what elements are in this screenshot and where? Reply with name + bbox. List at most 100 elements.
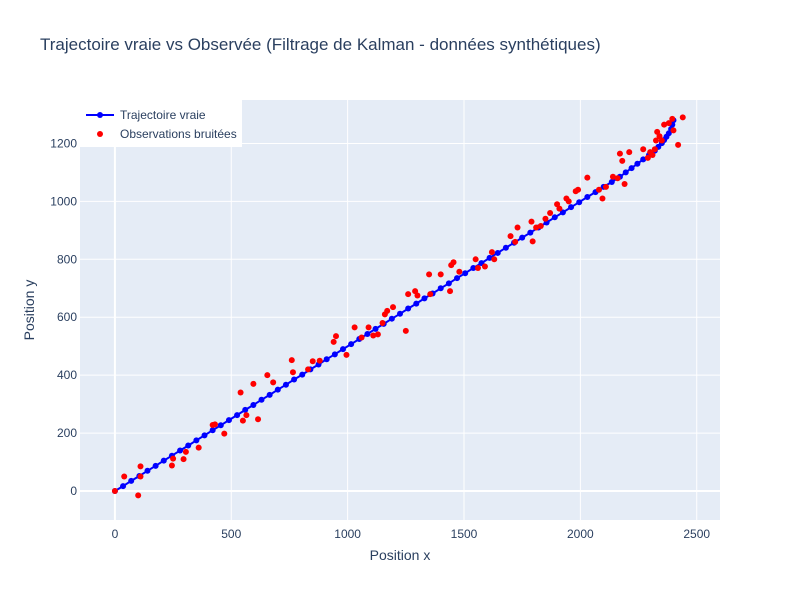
true-trajectory-point[interactable] (527, 229, 534, 236)
observation-point[interactable] (289, 369, 296, 376)
observation-point[interactable] (111, 488, 118, 495)
true-trajectory-point[interactable] (454, 275, 461, 282)
observation-point[interactable] (330, 338, 337, 345)
observation-point[interactable] (405, 291, 412, 298)
observation-point[interactable] (481, 263, 488, 270)
observation-point[interactable] (384, 307, 391, 314)
observation-point[interactable] (250, 380, 257, 387)
observation-point[interactable] (309, 358, 316, 365)
true-trajectory-point[interactable] (323, 356, 330, 363)
observation-point[interactable] (488, 249, 495, 256)
observation-point[interactable] (556, 205, 563, 212)
true-trajectory-point[interactable] (291, 376, 298, 383)
observation-point[interactable] (533, 224, 540, 231)
observation-point[interactable] (239, 417, 246, 424)
observation-point[interactable] (288, 357, 295, 364)
true-trajectory-point[interactable] (421, 295, 428, 302)
observation-point[interactable] (599, 195, 606, 202)
true-trajectory-point[interactable] (274, 386, 281, 393)
observation-point[interactable] (195, 444, 202, 451)
true-trajectory-point[interactable] (640, 156, 647, 163)
true-trajectory-point[interactable] (193, 437, 200, 444)
true-trajectory-point[interactable] (282, 381, 289, 388)
observation-point[interactable] (351, 324, 358, 331)
observation-point[interactable] (447, 288, 454, 295)
true-trajectory-point[interactable] (177, 447, 184, 454)
true-trajectory-point[interactable] (622, 169, 629, 176)
true-trajectory-point[interactable] (266, 391, 273, 398)
true-trajectory-point[interactable] (559, 209, 566, 216)
observation-point[interactable] (221, 430, 228, 437)
observation-point[interactable] (450, 259, 457, 266)
observation-point[interactable] (182, 448, 189, 455)
observation-point[interactable] (402, 327, 409, 334)
observation-point[interactable] (507, 233, 514, 240)
legend-marker-trajectoire-vraie[interactable] (97, 112, 103, 118)
observation-point[interactable] (333, 333, 339, 340)
observation-point[interactable] (270, 379, 277, 386)
true-trajectory-point[interactable] (339, 346, 346, 353)
true-trajectory-point[interactable] (128, 477, 135, 484)
observation-point[interactable] (379, 320, 386, 327)
true-trajectory-point[interactable] (258, 396, 265, 403)
observation-point[interactable] (584, 174, 591, 181)
true-trajectory-point[interactable] (209, 427, 216, 434)
observation-point[interactable] (437, 271, 444, 278)
observation-point[interactable] (264, 372, 271, 379)
observation-point[interactable] (675, 141, 682, 148)
true-trajectory-point[interactable] (470, 265, 477, 271)
true-trajectory-point[interactable] (608, 178, 615, 185)
observation-point[interactable] (514, 224, 521, 231)
true-trajectory-point[interactable] (494, 249, 501, 256)
true-trajectory-point[interactable] (568, 204, 575, 211)
true-trajectory-point[interactable] (445, 280, 452, 287)
true-trajectory-point[interactable] (152, 462, 159, 469)
true-trajectory-point[interactable] (185, 442, 192, 449)
true-trajectory-point[interactable] (160, 457, 167, 464)
observation-point[interactable] (626, 149, 633, 156)
true-trajectory-point[interactable] (413, 300, 420, 307)
true-trajectory-point[interactable] (120, 483, 127, 490)
true-trajectory-point[interactable] (437, 285, 444, 292)
observation-point[interactable] (679, 114, 686, 121)
true-trajectory-point[interactable] (331, 351, 338, 358)
true-trajectory-point[interactable] (486, 254, 493, 261)
observation-point[interactable] (640, 146, 647, 153)
observation-point[interactable] (474, 265, 481, 271)
observation-point[interactable] (305, 366, 312, 373)
observation-point[interactable] (121, 473, 128, 480)
observation-point[interactable] (472, 256, 479, 263)
observation-point[interactable] (547, 209, 554, 216)
observation-point[interactable] (537, 223, 544, 229)
observation-point[interactable] (653, 137, 659, 144)
observation-point[interactable] (243, 412, 250, 419)
observation-point[interactable] (135, 492, 142, 499)
true-trajectory-point[interactable] (405, 305, 412, 312)
true-trajectory-point[interactable] (372, 325, 379, 332)
true-trajectory-point[interactable] (519, 234, 526, 241)
observation-point[interactable] (575, 186, 582, 193)
true-trajectory-point[interactable] (299, 371, 306, 378)
true-trajectory-point[interactable] (551, 214, 558, 221)
observation-point[interactable] (602, 183, 609, 190)
observation-point[interactable] (370, 332, 377, 339)
observation-point[interactable] (565, 198, 572, 205)
observation-point[interactable] (170, 455, 177, 462)
observation-point[interactable] (211, 421, 218, 428)
legend-label-observations-bruitees[interactable]: Observations bruitées (120, 127, 237, 141)
true-trajectory-point[interactable] (201, 432, 208, 439)
true-trajectory-point[interactable] (144, 467, 151, 474)
observation-point[interactable] (137, 473, 144, 480)
observation-point[interactable] (316, 357, 323, 364)
observation-point[interactable] (669, 115, 676, 122)
legend-marker-observations-bruitees[interactable] (97, 131, 103, 137)
true-trajectory-point[interactable] (242, 406, 249, 413)
true-trajectory-point[interactable] (250, 402, 257, 409)
observation-point[interactable] (358, 334, 365, 341)
observation-point[interactable] (365, 324, 372, 331)
true-trajectory-point[interactable] (628, 165, 635, 172)
observation-point[interactable] (616, 150, 623, 157)
observation-point[interactable] (670, 127, 677, 134)
observation-point[interactable] (255, 416, 262, 423)
observation-point[interactable] (665, 120, 672, 127)
